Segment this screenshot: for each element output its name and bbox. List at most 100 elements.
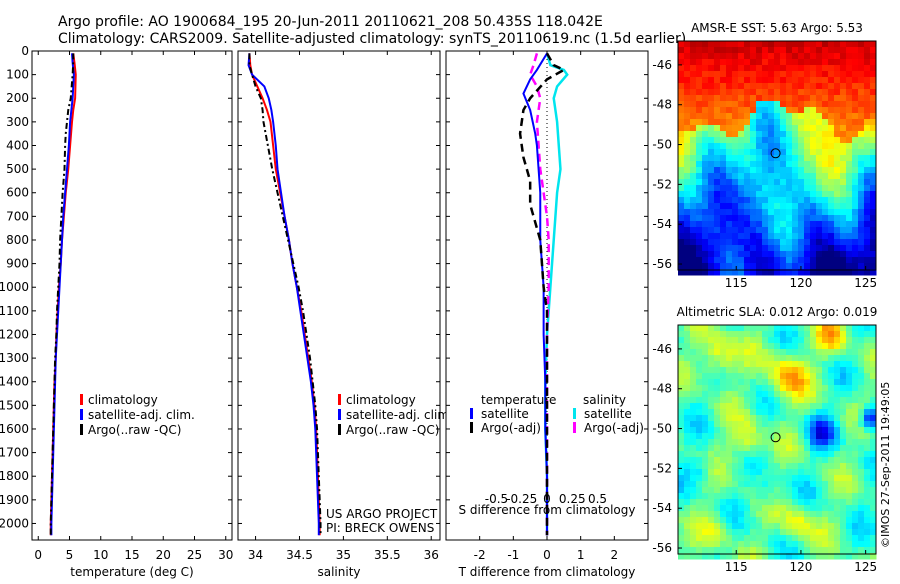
sla-field-cell [678,325,685,332]
sla-field-cell [858,427,865,434]
sst-field-cell [768,215,775,222]
sla-field-cell [798,511,805,518]
sst-field-cell [684,239,691,246]
sst-field-cell [780,179,787,186]
sla-field-cell [678,349,685,356]
sla-field-cell [870,367,877,374]
sst-field-cell [762,89,769,96]
sst-field-cell [684,221,691,228]
sst-field-cell [678,155,685,162]
sst-field-cell [846,143,853,150]
sla-field-cell [822,517,829,524]
sst-field-cell [732,263,739,270]
sla-field-cell [780,463,787,470]
sla-field-cell [786,439,793,446]
sla-field-cell [744,337,751,344]
sst-field-cell [762,227,769,234]
sla-field-cell [858,481,865,488]
sla-field-cell [690,361,697,368]
sst-field-cell [714,143,721,150]
sst-field-cell [690,161,697,168]
sst-field-cell [774,155,781,162]
sla-field-cell [744,475,751,482]
sla-field-cell [846,517,853,524]
sst-field-cell [750,119,757,126]
sst-field-cell [810,179,817,186]
sst-field-cell [714,161,721,168]
sst-field-cell [720,263,727,270]
sst-field-cell [840,131,847,138]
sst-field-cell [690,125,697,132]
sst-field-cell [840,47,847,54]
sla-field-cell [858,373,865,380]
sla-field-cell [756,391,763,398]
sst-field-cell [732,101,739,108]
sla-field-cell [870,535,877,542]
sst-field-cell [738,95,745,102]
sst-field-cell [786,251,793,258]
sla-field-cell [762,523,769,530]
sst-field-cell [780,77,787,84]
sst-field-cell [726,179,733,186]
sst-field-cell [858,161,865,168]
sla-field-cell [810,391,817,398]
sla-field-cell [738,511,745,518]
sst-field-cell [726,101,733,108]
sst-field-cell [696,77,703,84]
sst-field-cell [828,239,835,246]
sla-field-cell [822,349,829,356]
sst-field-cell [744,239,751,246]
sla-map-ytick-label: -52 [652,461,672,475]
sla-field-cell [762,379,769,386]
sla-field-cell [816,439,823,446]
sst-field-cell [744,161,751,168]
sla-field-cell [828,403,835,410]
sst-field-cell [858,53,865,60]
difference-series-group [518,51,569,536]
sla-field-cell [702,451,709,458]
sst-field-cell [714,59,721,66]
sla-field-cell [840,463,847,470]
sla-field-cell [696,403,703,410]
sst-field-cell [798,185,805,192]
sst-field-cell [792,191,799,198]
sst-field-cell [834,239,841,246]
sst-field-cell [804,239,811,246]
sla-field-cell [738,337,745,344]
sst-field-cell [720,251,727,258]
sla-field-cell [798,529,805,536]
sst-field-cell [846,53,853,60]
sst-field-cell [792,125,799,132]
sla-field-cell [822,391,829,398]
sla-field-cell [798,469,805,476]
sla-field-cell [828,457,835,464]
sst-field-cell [762,263,769,270]
sla-field-cell [690,391,697,398]
sst-field-cell [744,113,751,120]
sla-field-cell [840,331,847,338]
sla-field-cell [852,325,859,332]
sla-field-cell [816,511,823,518]
sla-field-cell [792,553,799,560]
sla-field-cell [738,415,745,422]
sst-field-cell [750,71,757,78]
sla-field-cell [690,367,697,374]
sla-field-cell [750,421,757,428]
sla-field-cell [834,517,841,524]
sst-field-cell [870,221,877,228]
sst-field-cell [714,167,721,174]
sla-field-cell [864,439,871,446]
sla-field-cell [738,505,745,512]
sst-field-cell [828,173,835,180]
sla-field-cell [690,547,697,554]
sla-field-cell [762,433,769,440]
sla-field-cell [804,385,811,392]
sst-field-cell [810,143,817,150]
sla-field-cell [708,553,715,560]
sst-field-cell [702,233,709,240]
sst-field-cell [780,71,787,78]
sla-field-cell [720,379,727,386]
sst-field-cell [690,227,697,234]
sla-field-cell [840,445,847,452]
sst-field-cell [690,221,697,228]
